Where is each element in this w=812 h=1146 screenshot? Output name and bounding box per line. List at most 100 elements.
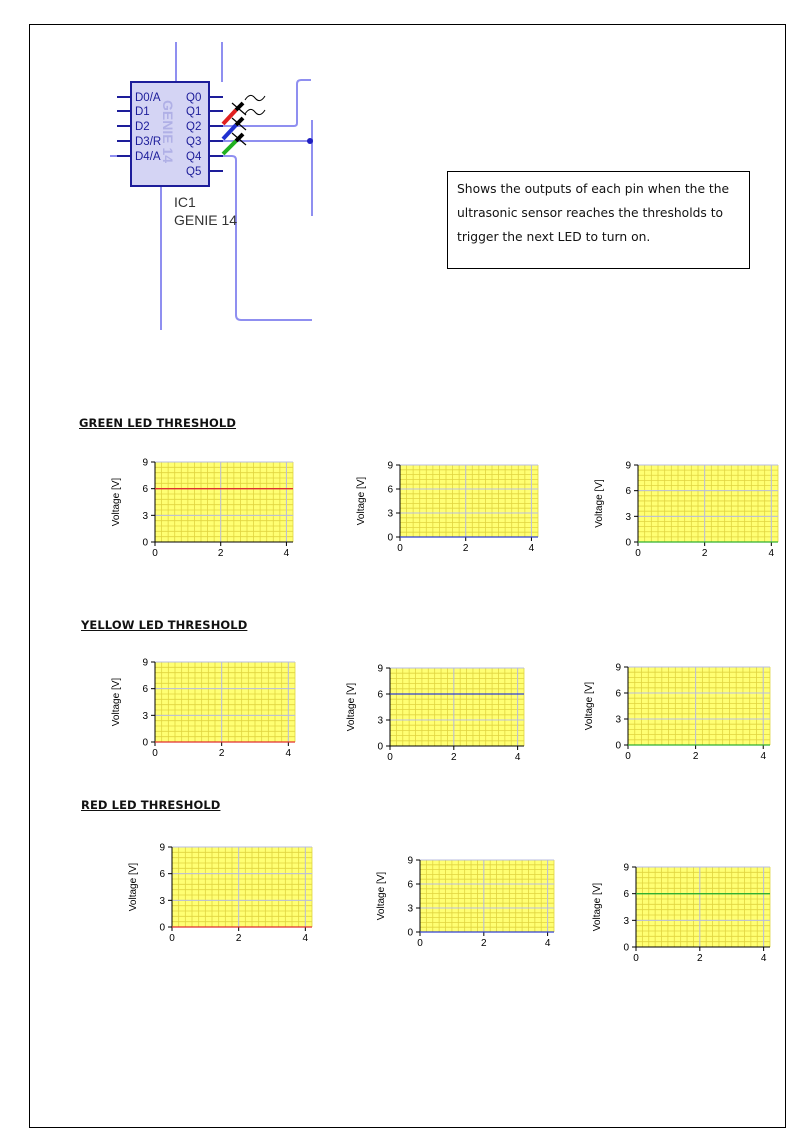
x-tick-label: 0 [417, 938, 423, 949]
y-tick-label: 0 [615, 741, 621, 752]
plot-area [155, 462, 293, 542]
pin-label-right: Q0 [186, 92, 201, 104]
y-tick-label: 6 [377, 690, 383, 701]
x-tick-label: 2 [218, 548, 224, 559]
chart-green-green: 0 3 6 9 0 2 4 Voltage [V] [594, 461, 779, 559]
pin-label-left: D1 [135, 106, 150, 118]
y-tick-label: 6 [407, 880, 413, 891]
y-tick-label: 9 [377, 664, 383, 675]
y-tick-label: 3 [625, 512, 631, 523]
chart-green-blue: 0 3 6 9 0 2 4 Voltage [V] [356, 461, 539, 554]
chart-yellow-green: 0 3 6 9 0 2 4 Voltage [V] [584, 663, 771, 762]
plot-area [636, 867, 770, 947]
y-axis-label: Voltage [V] [584, 682, 595, 731]
x-tick-label: 0 [397, 543, 403, 554]
x-tick-label: 4 [515, 752, 521, 763]
y-tick-label: 9 [387, 461, 393, 472]
plot-area [155, 662, 295, 742]
section-title-green: GREEN LED THRESHOLD [79, 416, 237, 430]
x-tick-label: 2 [697, 953, 703, 964]
y-tick-label: 9 [625, 461, 631, 472]
chart-red-green: 0 3 6 9 0 2 4 Voltage [V] [592, 863, 771, 964]
chip-ref: IC1 [174, 194, 196, 210]
x-tick-label: 0 [169, 933, 175, 944]
x-tick-label: 4 [760, 751, 766, 762]
x-tick-label: 0 [152, 548, 158, 559]
pin-label-left: D0/A [135, 92, 161, 104]
section-title-yellow: YELLOW LED THRESHOLD [81, 618, 248, 632]
y-tick-label: 0 [142, 738, 148, 749]
plot-area [638, 465, 778, 542]
y-tick-label: 3 [407, 904, 413, 915]
y-tick-label: 9 [159, 843, 165, 854]
x-tick-label: 2 [451, 752, 457, 763]
y-tick-label: 3 [159, 896, 165, 907]
pin-label-right: Q5 [186, 166, 201, 178]
plot-area [172, 847, 312, 927]
y-tick-label: 0 [142, 538, 148, 549]
x-tick-label: 0 [635, 548, 641, 559]
y-tick-label: 0 [387, 533, 393, 544]
pin-label-right: Q1 [186, 106, 201, 118]
chart-green-red: 0 3 6 9 0 2 4 Voltage [V] [111, 458, 294, 559]
y-tick-label: 6 [387, 485, 393, 496]
probe-green-icon [221, 132, 247, 156]
pin-label-right: Q3 [186, 136, 201, 148]
y-tick-label: 6 [615, 689, 621, 700]
y-axis-label: Voltage [V] [592, 883, 603, 932]
y-tick-label: 0 [159, 923, 165, 934]
plot-area [420, 860, 554, 932]
probe-blue-icon [221, 108, 266, 141]
y-axis-label: Voltage [V] [128, 863, 139, 912]
x-tick-label: 2 [481, 938, 487, 949]
y-axis-label: Voltage [V] [111, 478, 122, 527]
y-tick-label: 9 [623, 863, 629, 874]
x-tick-label: 4 [545, 938, 551, 949]
section-title-red: RED LED THRESHOLD [81, 798, 221, 812]
ic-chip-body [130, 81, 210, 187]
x-tick-label: 0 [387, 752, 393, 763]
probe-red-icon [221, 94, 266, 126]
circuit-schematic: GENIE 14 D0/A D1 D2 D3/R D4/A Q0 Q1 Q2 Q… [110, 42, 313, 330]
y-axis-label: Voltage [V] [594, 479, 605, 528]
x-tick-label: 4 [286, 748, 292, 759]
y-tick-label: 3 [377, 716, 383, 727]
pin-label-right: Q2 [186, 121, 201, 133]
y-tick-label: 9 [142, 458, 148, 469]
y-tick-label: 3 [142, 511, 148, 522]
x-tick-label: 0 [633, 953, 639, 964]
y-tick-label: 0 [407, 928, 413, 939]
pin-label-right: Q4 [186, 151, 202, 163]
y-tick-label: 3 [623, 916, 629, 927]
x-tick-label: 0 [625, 751, 631, 762]
chart-red-red: 0 3 6 9 0 2 4 Voltage [V] [128, 843, 313, 944]
y-tick-label: 3 [387, 509, 393, 520]
x-tick-label: 2 [219, 748, 225, 759]
plot-area [628, 667, 770, 745]
plot-area [400, 465, 538, 537]
y-tick-label: 3 [142, 711, 148, 722]
wire [209, 79, 311, 127]
x-tick-label: 2 [702, 548, 708, 559]
chart-yellow-blue: 0 3 6 9 0 2 4 Voltage [V] [346, 664, 525, 763]
y-tick-label: 6 [625, 486, 631, 497]
description-text: Shows the outputs of each pin when the t… [457, 182, 730, 244]
junction-dot [307, 138, 313, 144]
page-frame [29, 24, 786, 1128]
x-tick-label: 4 [769, 548, 775, 559]
pin-label-left: D3/R [135, 136, 161, 148]
y-axis-label: Voltage [V] [356, 477, 367, 526]
y-tick-label: 3 [615, 715, 621, 726]
x-tick-label: 2 [236, 933, 242, 944]
y-tick-label: 9 [615, 663, 621, 674]
x-tick-label: 4 [529, 543, 535, 554]
y-tick-label: 9 [407, 856, 413, 867]
pin-label-left: D4/A [135, 151, 161, 163]
plot-area [390, 668, 524, 746]
y-axis-label: Voltage [V] [111, 678, 122, 727]
y-tick-label: 6 [623, 889, 629, 900]
chip-part: GENIE 14 [174, 212, 237, 228]
x-tick-label: 2 [693, 751, 699, 762]
y-axis-label: Voltage [V] [346, 683, 357, 732]
pin-label-left: D2 [135, 121, 150, 133]
